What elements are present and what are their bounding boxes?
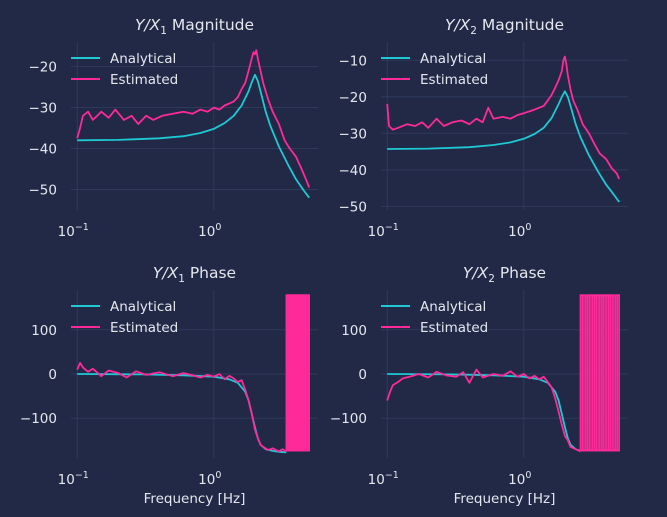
x-tick-label: 100 xyxy=(198,222,221,240)
y-tick-label: −40 xyxy=(339,163,368,179)
y-tick-label: −100 xyxy=(330,411,367,427)
legend-label-analytical: Analytical xyxy=(110,299,176,315)
legend-label-estimated: Estimated xyxy=(420,320,488,336)
y-tick-label: −50 xyxy=(29,183,58,199)
x-tick-label: 10−1 xyxy=(58,222,89,240)
legend-label-estimated: Estimated xyxy=(420,72,488,88)
legend: Analytical Estimated xyxy=(71,51,178,88)
legend: Analytical Estimated xyxy=(381,51,488,88)
y-tick-label: −100 xyxy=(20,411,57,427)
series-line-estimated xyxy=(76,49,311,188)
y-tick-label: −40 xyxy=(29,142,58,158)
y-tick-label: −20 xyxy=(29,60,58,76)
y-tick-label: −30 xyxy=(339,126,368,142)
y-tick-label: −10 xyxy=(339,53,368,69)
subplot-title: Y/X1 Phase xyxy=(153,264,236,285)
legend: Analytical Estimated xyxy=(381,299,488,336)
subplot-1: −20 −30 −40 −50 10−1 100 Y/X1 Magnitude Analyti… xyxy=(29,16,318,240)
series-line-analytical xyxy=(77,73,310,199)
x-axis-label: Frequency [Hz] xyxy=(144,491,246,507)
legend-label-analytical: Analytical xyxy=(420,299,486,315)
y-tick-label: 100 xyxy=(341,323,367,339)
x-tick-label: 10−1 xyxy=(368,470,399,488)
legend-label-analytical: Analytical xyxy=(420,51,486,67)
x-tick-label: 100 xyxy=(508,470,531,488)
legend: Analytical Estimated xyxy=(71,299,178,336)
legend-label-estimated: Estimated xyxy=(110,320,178,336)
y-tick-label: 0 xyxy=(358,367,367,383)
series-line-estimated xyxy=(76,361,287,453)
x-tick-label: 100 xyxy=(508,222,531,240)
series-line-analytical xyxy=(77,373,287,454)
y-tick-label: 100 xyxy=(31,323,57,339)
legend-label-analytical: Analytical xyxy=(110,51,176,67)
subplot-4: 100 0 −100 10−1 100 Y/X2 Phase Frequency [Hz] A… xyxy=(330,264,628,507)
y-tick-label: −30 xyxy=(29,101,58,117)
series-line-estimated xyxy=(386,55,621,180)
subplot-title: Y/X1 Magnitude xyxy=(135,16,254,37)
series-line-estimated xyxy=(386,368,581,453)
series-line-analytical xyxy=(387,90,620,203)
x-tick-label: 10−1 xyxy=(58,470,89,488)
x-tick-label: 10−1 xyxy=(368,222,399,240)
y-tick-label: −20 xyxy=(339,90,368,106)
y-tick-label: 0 xyxy=(48,367,57,383)
legend-label-estimated: Estimated xyxy=(110,72,178,88)
subplot-title: Y/X2 Magnitude xyxy=(445,16,564,37)
subplot-3: 100 0 −100 10−1 100 Y/X1 Phase Frequency [Hz] A… xyxy=(20,264,318,507)
subplot-title: Y/X2 Phase xyxy=(463,264,546,285)
x-axis-label: Frequency [Hz] xyxy=(454,491,556,507)
y-tick-label: −50 xyxy=(339,199,368,215)
x-tick-label: 100 xyxy=(198,470,221,488)
